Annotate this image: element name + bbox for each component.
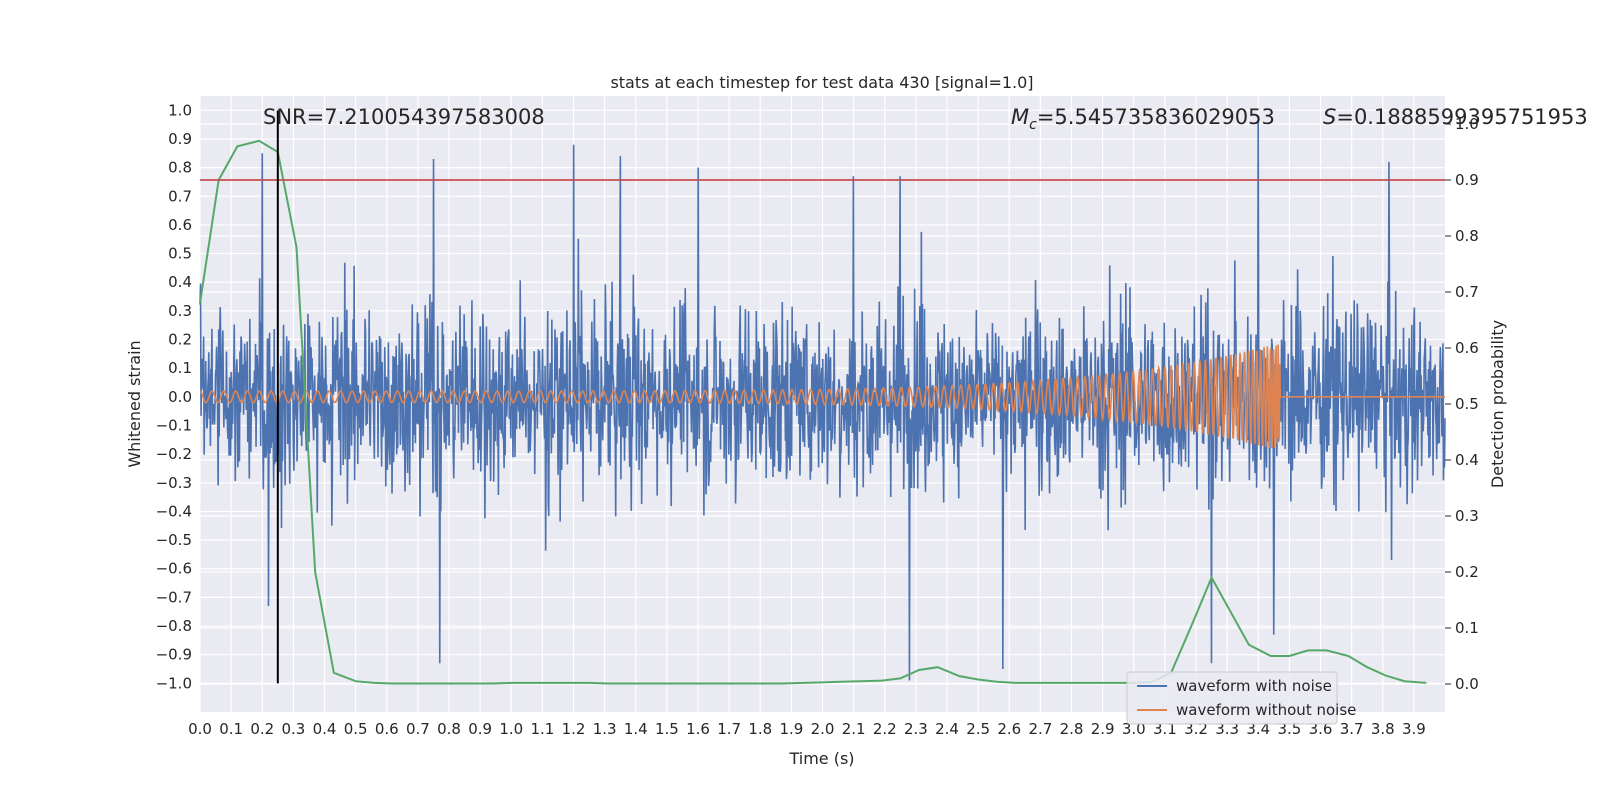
snr-annotation: SNR=7.210054397583008 bbox=[263, 105, 545, 129]
y2-tick-labels: 1.0 0.9 0.8 0.7 0.6 0.5 0.4 0.3 0.2 0.1 0.0 bbox=[1445, 115, 1479, 693]
legend: waveform with noise waveform without noi… bbox=[1126, 671, 1356, 725]
y2-tick-label: 0.7 bbox=[1455, 283, 1479, 301]
series-detection-probability bbox=[199, 139, 1427, 685]
y2-axis-label: Detection probability bbox=[1488, 320, 1507, 488]
y-tick-label: −0.3 bbox=[156, 474, 192, 492]
y-tick-label: −1.0 bbox=[156, 674, 192, 692]
y-tick-label: 0.2 bbox=[168, 331, 192, 349]
y-tick-label: 0.8 bbox=[168, 159, 192, 177]
series-waveform-with-noise bbox=[199, 121, 1446, 681]
y-tick-label: −0.9 bbox=[156, 646, 192, 664]
x-tick-label: 2.4 bbox=[935, 720, 959, 738]
s-annotation: S=0.1888599395751953 bbox=[1323, 105, 1588, 129]
x-tick-label: 0.5 bbox=[344, 720, 368, 738]
y-tick-label: −0.1 bbox=[156, 416, 192, 434]
x-tick-label: 0.8 bbox=[437, 720, 461, 738]
y-tick-label: 0.5 bbox=[168, 245, 192, 263]
x-tick-label: 2.5 bbox=[966, 720, 990, 738]
legend-label-no-noise: waveform without noise bbox=[1176, 701, 1356, 719]
y2-tick-label: 0.8 bbox=[1455, 227, 1479, 245]
y2-tick-label: 1.0 bbox=[1455, 115, 1479, 133]
series-layer bbox=[199, 110, 1446, 685]
y-tick-label: −0.8 bbox=[156, 617, 192, 635]
x-tick-label: 0.1 bbox=[219, 720, 243, 738]
y2-tick-label: 0.0 bbox=[1455, 675, 1479, 693]
x-tick-label: 0.6 bbox=[375, 720, 399, 738]
x-tick-label: 2.3 bbox=[904, 720, 928, 738]
x-tick-label: 2.7 bbox=[1028, 720, 1052, 738]
y2-tick-label: 0.9 bbox=[1455, 171, 1479, 189]
x-tick-label: 0.2 bbox=[250, 720, 274, 738]
x-axis-label: Time (s) bbox=[788, 749, 854, 768]
x-tick-label: 1.4 bbox=[624, 720, 648, 738]
s-symbol: S bbox=[1323, 105, 1336, 129]
x-tick-label: 2.6 bbox=[997, 720, 1021, 738]
x-tick-label: 0.3 bbox=[281, 720, 305, 738]
s-value: =0.1888599395751953 bbox=[1336, 105, 1587, 129]
y2-tick-label: 0.5 bbox=[1455, 395, 1479, 413]
x-tick-label: 0.4 bbox=[313, 720, 337, 738]
chirp-mass-subscript: c bbox=[1029, 117, 1037, 133]
y2-tick-label: 0.2 bbox=[1455, 563, 1479, 581]
chirp-mass-symbol: M bbox=[1011, 105, 1029, 129]
x-tick-label: 1.6 bbox=[686, 720, 710, 738]
x-tick-label: 1.8 bbox=[748, 720, 772, 738]
x-tick-label: 2.2 bbox=[873, 720, 897, 738]
x-tick-label: 0.7 bbox=[406, 720, 430, 738]
chirp-mass-annotation: Mc=5.545735836029053 bbox=[1011, 105, 1275, 133]
y2-tick-label: 0.4 bbox=[1455, 451, 1479, 469]
y-tick-label: 0.3 bbox=[168, 302, 192, 320]
x-tick-label: 2.0 bbox=[811, 720, 835, 738]
chirp-mass-value: =5.545735836029053 bbox=[1037, 105, 1275, 129]
y-tick-label: 0.7 bbox=[168, 187, 192, 205]
x-tick-label: 2.8 bbox=[1060, 720, 1084, 738]
x-tick-label: 3.8 bbox=[1371, 720, 1395, 738]
series-waveform-without-noise bbox=[199, 344, 1445, 449]
y-tick-label: −0.4 bbox=[156, 502, 192, 520]
y-tick-label: 1.0 bbox=[168, 101, 192, 119]
y-tick-label: 0.9 bbox=[168, 130, 192, 148]
x-tick-label: 3.7 bbox=[1340, 720, 1364, 738]
y-tick-label: −0.5 bbox=[156, 531, 192, 549]
y-axis-label: Whitened strain bbox=[125, 340, 144, 467]
legend-label-noise: waveform with noise bbox=[1176, 677, 1332, 695]
y-tick-label: −0.6 bbox=[156, 560, 192, 578]
x-tick-label: 0.9 bbox=[468, 720, 492, 738]
x-tick-label: 1.5 bbox=[655, 720, 679, 738]
y2-tick-label: 0.3 bbox=[1455, 507, 1479, 525]
x-tick-label: 2.9 bbox=[1091, 720, 1115, 738]
chart-title: stats at each timestep for test data 430… bbox=[610, 73, 1033, 92]
y-tick-labels: 1.0 0.9 0.8 0.7 0.6 0.5 0.4 0.3 0.2 0.1 0.0 −0.1 −0.… bbox=[156, 101, 192, 692]
y-tick-label: 0.1 bbox=[168, 359, 192, 377]
x-tick-label: 3.9 bbox=[1402, 720, 1426, 738]
x-tick-label: 1.0 bbox=[499, 720, 523, 738]
y2-tick-label: 0.1 bbox=[1455, 619, 1479, 637]
y-tick-label: 0.0 bbox=[168, 388, 192, 406]
x-tick-label: 1.9 bbox=[779, 720, 803, 738]
legend-box bbox=[1126, 671, 1338, 725]
y2-tick-label: 0.6 bbox=[1455, 339, 1479, 357]
y-tick-label: 0.6 bbox=[168, 216, 192, 234]
y-tick-label: −0.2 bbox=[156, 445, 192, 463]
x-tick-label: 1.2 bbox=[562, 720, 586, 738]
y-tick-label: −0.7 bbox=[156, 588, 192, 606]
x-tick-label: 1.1 bbox=[530, 720, 554, 738]
y-tick-label: 0.4 bbox=[168, 273, 192, 291]
x-tick-label: 1.7 bbox=[717, 720, 741, 738]
x-tick-label: 2.1 bbox=[842, 720, 866, 738]
x-tick-label: 0.0 bbox=[188, 720, 212, 738]
x-tick-label: 1.3 bbox=[593, 720, 617, 738]
